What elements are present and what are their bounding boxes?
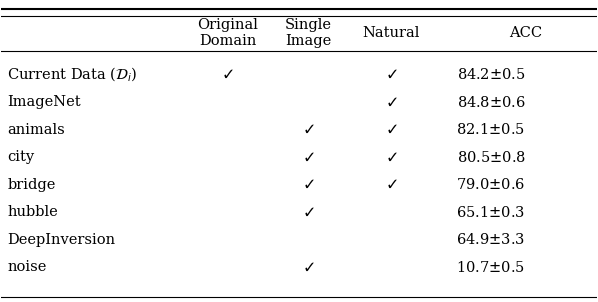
Text: Original
Domain: Original Domain	[197, 18, 258, 48]
Text: Natural: Natural	[362, 26, 420, 40]
Text: 84.8$\pm$0.6: 84.8$\pm$0.6	[456, 95, 525, 110]
Text: 64.9$\pm$3.3: 64.9$\pm$3.3	[0, 301, 1, 302]
Text: 10.7: 10.7	[0, 301, 1, 302]
Text: $\checkmark$: $\checkmark$	[301, 121, 315, 138]
Text: 64.9: 64.9	[0, 301, 1, 302]
Text: 84.2: 84.2	[0, 301, 1, 302]
Text: $\checkmark$: $\checkmark$	[385, 121, 398, 138]
Text: ImageNet: ImageNet	[7, 95, 81, 109]
Text: 80.5: 80.5	[0, 301, 1, 302]
Text: $\checkmark$: $\checkmark$	[301, 149, 315, 166]
Text: $\checkmark$: $\checkmark$	[385, 66, 398, 83]
Text: Current Data ($\mathcal{D}_i$): Current Data ($\mathcal{D}_i$)	[7, 66, 138, 84]
Text: animals: animals	[7, 123, 65, 137]
Text: noise: noise	[7, 260, 47, 275]
Text: 82.1$\pm$0.5: 82.1$\pm$0.5	[456, 122, 525, 137]
Text: city: city	[7, 150, 35, 164]
Text: 65.1$\pm$0.3: 65.1$\pm$0.3	[456, 205, 525, 220]
Text: 10.7$\pm$0.5: 10.7$\pm$0.5	[456, 260, 525, 275]
Text: 80.5$\pm$0.8: 80.5$\pm$0.8	[0, 301, 1, 302]
Text: bridge: bridge	[7, 178, 56, 192]
Text: $\checkmark$: $\checkmark$	[301, 176, 315, 193]
Text: 84.8$\pm$0.6: 84.8$\pm$0.6	[0, 301, 1, 302]
Text: 79.0: 79.0	[0, 301, 1, 302]
Text: 79.0$\pm$0.6: 79.0$\pm$0.6	[0, 301, 1, 302]
Text: Single
Image: Single Image	[285, 18, 331, 48]
Text: 65.1: 65.1	[0, 301, 1, 302]
Text: 84.8: 84.8	[0, 301, 1, 302]
Text: $\checkmark$: $\checkmark$	[221, 66, 234, 83]
Text: 84.2$\pm$0.5: 84.2$\pm$0.5	[457, 67, 525, 82]
Text: 79.0$\pm$0.6: 79.0$\pm$0.6	[456, 177, 525, 192]
Text: $\checkmark$: $\checkmark$	[301, 204, 315, 221]
Text: 10.7$\pm$0.5: 10.7$\pm$0.5	[0, 301, 1, 302]
Text: 82.1: 82.1	[0, 301, 1, 302]
Text: 80.5$\pm$0.8: 80.5$\pm$0.8	[456, 150, 525, 165]
Text: DeepInversion: DeepInversion	[7, 233, 115, 247]
Text: 84.2$\pm$0.5: 84.2$\pm$0.5	[0, 301, 1, 302]
Text: hubble: hubble	[7, 205, 58, 219]
Text: $\checkmark$: $\checkmark$	[301, 259, 315, 276]
Text: 64.9$\pm$3.3: 64.9$\pm$3.3	[456, 232, 525, 247]
Text: 65.1$\pm$0.3: 65.1$\pm$0.3	[0, 301, 1, 302]
Text: $\checkmark$: $\checkmark$	[385, 149, 398, 166]
Text: 82.1$\pm$0.5: 82.1$\pm$0.5	[0, 301, 1, 302]
Text: $\checkmark$: $\checkmark$	[385, 94, 398, 111]
Text: ACC: ACC	[509, 26, 542, 40]
Text: $\checkmark$: $\checkmark$	[385, 176, 398, 193]
